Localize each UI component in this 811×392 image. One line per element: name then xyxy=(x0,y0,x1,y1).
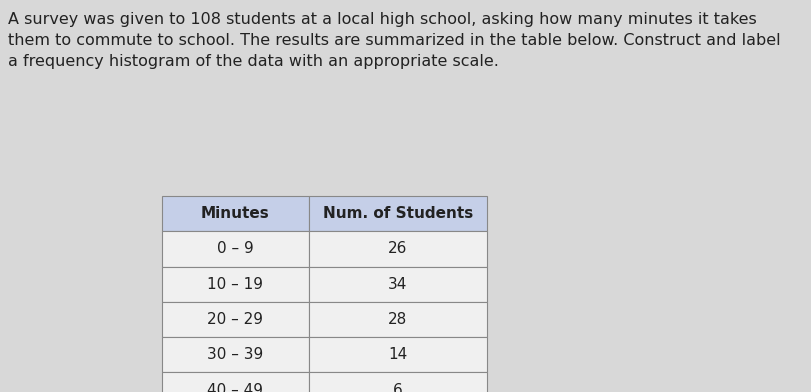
Bar xyxy=(162,196,308,231)
Text: A survey was given to 108 students at a local high school, asking how many minut: A survey was given to 108 students at a … xyxy=(8,12,780,69)
Text: 6: 6 xyxy=(393,383,402,392)
Text: Num. of Students: Num. of Students xyxy=(322,206,473,221)
Bar xyxy=(162,231,308,267)
Text: 40 – 49: 40 – 49 xyxy=(208,383,263,392)
Bar xyxy=(308,372,487,392)
Bar xyxy=(308,267,487,302)
Text: 14: 14 xyxy=(388,347,407,362)
Text: Minutes: Minutes xyxy=(201,206,269,221)
Bar xyxy=(162,337,308,372)
Text: 20 – 29: 20 – 29 xyxy=(208,312,263,327)
Text: 28: 28 xyxy=(388,312,407,327)
Bar xyxy=(308,337,487,372)
Text: 10 – 19: 10 – 19 xyxy=(208,277,263,292)
Bar xyxy=(162,267,308,302)
Bar xyxy=(308,196,487,231)
Text: 26: 26 xyxy=(388,241,407,256)
Bar xyxy=(308,231,487,267)
Bar xyxy=(308,302,487,337)
Bar xyxy=(162,302,308,337)
Text: 0 – 9: 0 – 9 xyxy=(217,241,254,256)
Text: 34: 34 xyxy=(388,277,407,292)
Bar xyxy=(162,372,308,392)
Text: 30 – 39: 30 – 39 xyxy=(207,347,264,362)
